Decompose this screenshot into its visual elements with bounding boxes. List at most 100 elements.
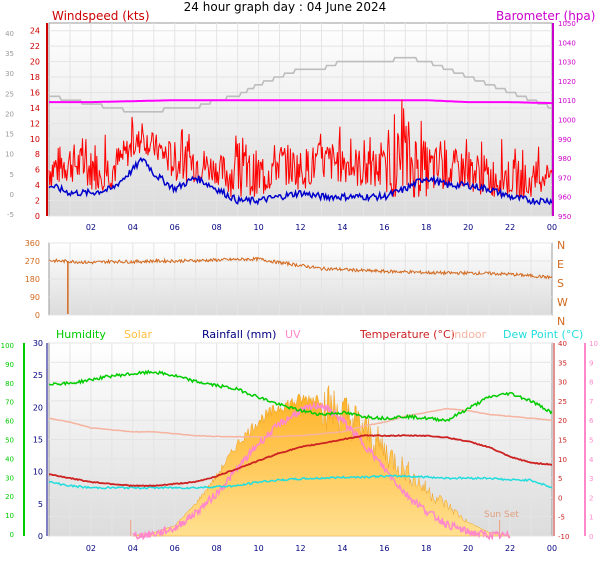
direction-series: [49, 256, 553, 314]
dew-point-line: [48, 474, 553, 490]
x-tick-label: 16: [379, 223, 389, 232]
temperature-tick-label: -5: [558, 514, 565, 522]
far-left-tick-label: 20: [5, 110, 14, 118]
far-left-tick-label: -5: [7, 211, 14, 219]
barometer-axis-ticks: 950 960 970 980 990 1000 1010 1020 1030 1040 1050: [558, 20, 576, 221]
barometer-tick-label: 1040: [558, 39, 576, 47]
x-tick-label: 10: [253, 223, 263, 232]
temperature-tick-label: 5: [558, 475, 562, 483]
far-left-tick-label: 30: [5, 70, 14, 78]
compass-label: N: [557, 239, 565, 252]
sun-set-label: Sun Set: [484, 510, 519, 520]
compass-label: N: [557, 315, 565, 328]
windspeed-axis-label: Windspeed (kts): [52, 9, 150, 23]
direction-axis-ticks: 0 90 180 270 360: [25, 239, 40, 320]
direction-tick-label: 180: [25, 275, 40, 284]
direction-gridlines: [49, 242, 552, 316]
rainfall-tick-label: 0: [38, 532, 43, 541]
humidity-axis-ticks: 0 10 20 30 40 50 60 70 80 90 100: [1, 342, 14, 539]
legend-entry: Solar: [124, 328, 153, 341]
chart-title: 24 hour graph day : 04 June 2024: [184, 0, 387, 14]
compass-label: W: [557, 296, 568, 309]
humidity-tick-label: 10: [5, 512, 14, 520]
rainfall-axis-ticks: 0 5 10 15 20 25 30: [33, 339, 43, 541]
uv-line: [132, 400, 511, 541]
x-tick-label: 22: [505, 544, 515, 553]
barometer-line: [49, 99, 552, 105]
temperature-tick-label: 35: [558, 359, 567, 367]
x-tick-label: 20: [463, 223, 473, 232]
humidity-tick-label: 20: [5, 493, 14, 501]
x-tick-label: 02: [86, 223, 96, 232]
windspeed-tick-label: 22: [30, 42, 40, 51]
humidity-tick-label: 50: [5, 437, 14, 445]
uv-tick-label: 6: [589, 417, 594, 425]
temperature-tick-label: 10: [558, 456, 567, 464]
rainfall-tick-label: 20: [33, 403, 43, 412]
far-left-tick-label: 5: [10, 171, 14, 179]
windspeed-tick-label: 2: [35, 197, 40, 206]
barometer-axis-label: Barometer (hpa): [496, 9, 595, 23]
temperature-tick-label: -10: [558, 533, 569, 541]
barometer-tick-label: 1000: [558, 117, 576, 125]
direction-tick-label: 0: [35, 311, 40, 320]
barometer-tick-label: 1030: [558, 59, 576, 67]
humidity-line: [48, 369, 553, 423]
x-tick-label: 14: [337, 544, 347, 553]
x-tick-label: 04: [128, 223, 138, 232]
windspeed-tick-label: 10: [30, 135, 40, 144]
legend-entry: UV: [285, 328, 301, 341]
legend-entry: Rainfall (mm): [202, 328, 276, 341]
far-left-tick-label: 25: [5, 90, 14, 98]
x-tick-label: 04: [128, 544, 138, 553]
far-left-tick-label: 0: [10, 191, 14, 199]
x-tick-label: 06: [170, 223, 180, 232]
temperature-x-axis-ticks: 02 04 06 08 10 12 14 16 18 20 22 00: [86, 544, 557, 553]
x-tick-label: 18: [421, 223, 431, 232]
compass-label: E: [557, 258, 564, 271]
temperature-line: [48, 434, 553, 488]
barometer-tick-label: 960: [558, 194, 571, 202]
uv-tick-label: 8: [589, 379, 593, 387]
rainfall-tick-label: 10: [33, 468, 43, 477]
windspeed-tick-label: 6: [35, 166, 40, 175]
x-tick-label: 12: [295, 223, 305, 232]
uv-tick-label: 0: [589, 533, 593, 541]
uv-tick-label: 10: [589, 340, 598, 348]
uv-tick-label: 3: [589, 475, 593, 483]
humidity-tick-label: 60: [5, 418, 14, 426]
temperature-tick-label: 30: [558, 379, 567, 387]
direction-tick-label: 270: [25, 257, 40, 266]
humidity-tick-label: 40: [5, 455, 14, 463]
uv-tick-label: 9: [589, 359, 593, 367]
indoor-temperature-line: [48, 407, 553, 438]
barometer-tick-label: 1050: [558, 20, 576, 28]
x-tick-label: 20: [463, 544, 473, 553]
temperature-tick-label: 0: [558, 494, 562, 502]
legend-entry: Indoor: [451, 328, 487, 341]
uv-tick-label: 5: [589, 437, 593, 445]
far-left-axis-ticks: -5 0 5 10 15 20 25 30 35 40: [5, 30, 14, 219]
x-tick-label: 10: [253, 544, 263, 553]
legend-entry: Humidity: [56, 328, 106, 341]
far-left-tick-label: 40: [5, 30, 14, 38]
barometer-tick-label: 980: [558, 155, 571, 163]
windspeed-tick-label: 0: [35, 212, 40, 221]
wind-direction-line: [49, 256, 553, 280]
windspeed-tick-label: 12: [30, 119, 40, 128]
direction-tick-label: 90: [30, 293, 40, 302]
humidity-tick-label: 80: [5, 380, 14, 388]
x-tick-label: 08: [212, 544, 222, 553]
windspeed-tick-label: 8: [35, 150, 40, 159]
x-tick-label: 00: [547, 544, 557, 553]
windspeed-tick-label: 18: [30, 73, 40, 82]
temperature-tick-label: 15: [558, 437, 567, 445]
wind-x-axis-ticks: 02 04 06 08 10 12 14 16 18 20 22 00: [86, 223, 557, 232]
x-tick-label: 22: [505, 223, 515, 232]
barometer-tick-label: 1010: [558, 97, 576, 105]
barometer-tick-label: 1020: [558, 78, 576, 86]
x-tick-label: 08: [212, 223, 222, 232]
humidity-tick-label: 0: [10, 531, 14, 539]
